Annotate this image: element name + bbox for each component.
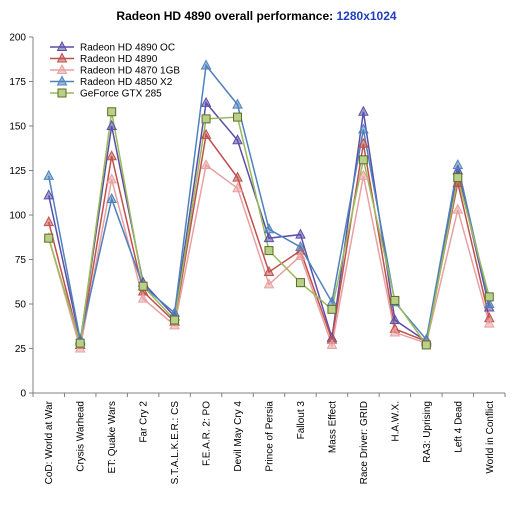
data-point-radeon-hd-4870-1gb — [452, 203, 464, 214]
data-point-geforce-gtx-285 — [453, 173, 463, 183]
data-point-radeon-hd-4870-1gb — [137, 292, 149, 303]
data-point-geforce-gtx-285 — [201, 114, 211, 124]
x-category-label: H.A.W.X. — [390, 401, 401, 442]
chart-title: Radeon HD 4890 overall performance: 1280… — [0, 9, 513, 23]
y-tick-labels: 0 25 50 75 100 125 150 175 200 — [9, 33, 26, 400]
y-tick-label: 100 — [9, 211, 26, 222]
data-point-radeon-hd-4850-x2 — [43, 169, 55, 180]
data-point-radeon-hd-4850-x2 — [263, 223, 275, 234]
data-point-radeon-hd-4890-oc — [106, 119, 117, 130]
y-tick-label: 50 — [15, 300, 27, 311]
legend-label-radeon-hd-4890-oc: Radeon HD 4890 OC — [80, 43, 175, 54]
data-point-geforce-gtx-285 — [75, 338, 85, 348]
data-point-radeon-hd-4870-1gb — [169, 319, 180, 330]
data-point-radeon-hd-4850-x2 — [200, 59, 212, 70]
data-point-radeon-hd-4890 — [106, 150, 117, 161]
data-point-geforce-gtx-285 — [44, 233, 54, 243]
legend-label-geforce-gtx-285: GeForce GTX 285 — [80, 89, 162, 100]
y-tick-label: 75 — [15, 255, 27, 266]
data-point-geforce-gtx-285 — [327, 304, 337, 314]
data-point-geforce-gtx-285 — [295, 278, 305, 288]
data-point-radeon-hd-4870-1gb — [106, 173, 117, 184]
data-point-geforce-gtx-285 — [233, 112, 243, 122]
data-point-radeon-hd-4850-x2 — [295, 240, 306, 252]
legend-marker-radeon-hd-4870-1gb — [56, 63, 68, 74]
y-tick-label: 125 — [9, 166, 26, 177]
data-point-radeon-hd-4890 — [358, 137, 369, 148]
data-point-geforce-gtx-285 — [421, 340, 431, 350]
data-point-radeon-hd-4890-oc — [263, 232, 275, 243]
x-category-label: Race Driver: GRID — [359, 401, 370, 484]
x-category-label: World in Conflict — [485, 401, 496, 474]
y-tick-label: 0 — [20, 389, 26, 400]
data-point-radeon-hd-4870-1gb — [389, 326, 401, 337]
x-category-label: S.T.A.L.K.E.R.: CS — [170, 401, 181, 485]
chart-subtitle: 1280x1024 — [336, 9, 397, 23]
series-line-radeon-hd-4870-1gb — [48, 163, 490, 349]
chart-axes — [29, 36, 506, 397]
data-point-radeon-hd-4890-oc — [295, 228, 306, 239]
chart-title-text: Radeon HD 4890 overall performance: — [116, 9, 334, 23]
series-line-radeon-hd-4890-oc — [48, 101, 490, 343]
data-point-radeon-hd-4890 — [232, 171, 243, 182]
legend-marker-radeon-hd-4850-x2 — [56, 75, 68, 86]
data-point-radeon-hd-4890-oc — [43, 189, 55, 200]
data-point-geforce-gtx-285 — [170, 315, 180, 325]
x-category-label: Fallout 3 — [296, 401, 307, 440]
x-tick-labels: CoD: World at War Crysis Warhead ET: Quake… — [44, 400, 496, 484]
x-category-label: ET: Quake Wars — [107, 401, 118, 473]
legend-label-radeon-hd-4850-x2: Radeon HD 4850 X2 — [80, 77, 173, 88]
data-point-geforce-gtx-285 — [138, 281, 148, 291]
data-point-radeon-hd-4850-x2 — [232, 98, 243, 109]
data-point-radeon-hd-4870-1gb — [232, 182, 243, 193]
x-category-label: Far Cry 2 — [139, 401, 150, 443]
data-point-radeon-hd-4850-x2 — [326, 296, 338, 307]
y-tick-label: 25 — [15, 344, 27, 355]
data-point-radeon-hd-4890-oc — [358, 105, 369, 116]
data-point-radeon-hd-4890-oc — [200, 96, 212, 107]
data-point-radeon-hd-4890 — [263, 265, 275, 276]
data-point-geforce-gtx-285 — [358, 155, 368, 165]
x-category-label: Left 4 Dead — [453, 401, 464, 453]
data-point-radeon-hd-4850-x2 — [483, 297, 495, 308]
y-tick-label: 150 — [9, 122, 26, 133]
legend-marker-radeon-hd-4890 — [56, 52, 68, 63]
legend-marker-geforce-gtx-285 — [57, 88, 67, 98]
x-category-label: Prince of Persia — [265, 401, 276, 472]
legend-marker-radeon-hd-4890-oc — [56, 40, 68, 51]
data-point-radeon-hd-4850-x2 — [358, 123, 369, 134]
data-point-radeon-hd-4890-oc — [232, 134, 243, 145]
data-point-geforce-gtx-285 — [390, 295, 400, 305]
data-point-radeon-hd-4870-1gb — [326, 338, 338, 349]
data-point-radeon-hd-4870-1gb — [74, 342, 86, 353]
series-markers — [43, 59, 495, 353]
data-point-radeon-hd-4870-1gb — [483, 317, 495, 328]
legend-label-radeon-hd-4870-1gb: Radeon HD 4870 1GB — [80, 66, 180, 77]
data-point-radeon-hd-4890 — [200, 128, 212, 139]
x-category-label: Crysis Warhead — [76, 401, 87, 472]
x-category-label: Devil May Cry 4 — [233, 401, 244, 472]
x-category-label: F.E.A.R. 2: PO — [202, 401, 213, 466]
data-point-radeon-hd-4870-1gb — [200, 159, 212, 170]
y-tick-label: 200 — [9, 33, 26, 44]
data-point-radeon-hd-4870-1gb — [358, 169, 369, 180]
data-point-radeon-hd-4890 — [43, 216, 55, 227]
data-point-radeon-hd-4870-1gb — [263, 278, 275, 289]
y-tick-label: 175 — [9, 77, 26, 88]
data-point-geforce-gtx-285 — [264, 246, 274, 256]
x-category-label: RA3: Uprising — [422, 401, 433, 463]
legend-label-radeon-hd-4890: Radeon HD 4890 — [80, 54, 158, 65]
data-point-geforce-gtx-285 — [107, 107, 117, 117]
data-point-radeon-hd-4850-x2 — [452, 159, 464, 170]
data-point-radeon-hd-4890 — [452, 176, 464, 187]
data-point-radeon-hd-4870-1gb — [295, 249, 306, 260]
x-category-label: Mass Effect — [327, 401, 338, 453]
data-point-geforce-gtx-285 — [484, 292, 494, 302]
data-point-radeon-hd-4850-x2 — [106, 192, 117, 203]
x-category-label: CoD: World at War — [44, 400, 55, 484]
